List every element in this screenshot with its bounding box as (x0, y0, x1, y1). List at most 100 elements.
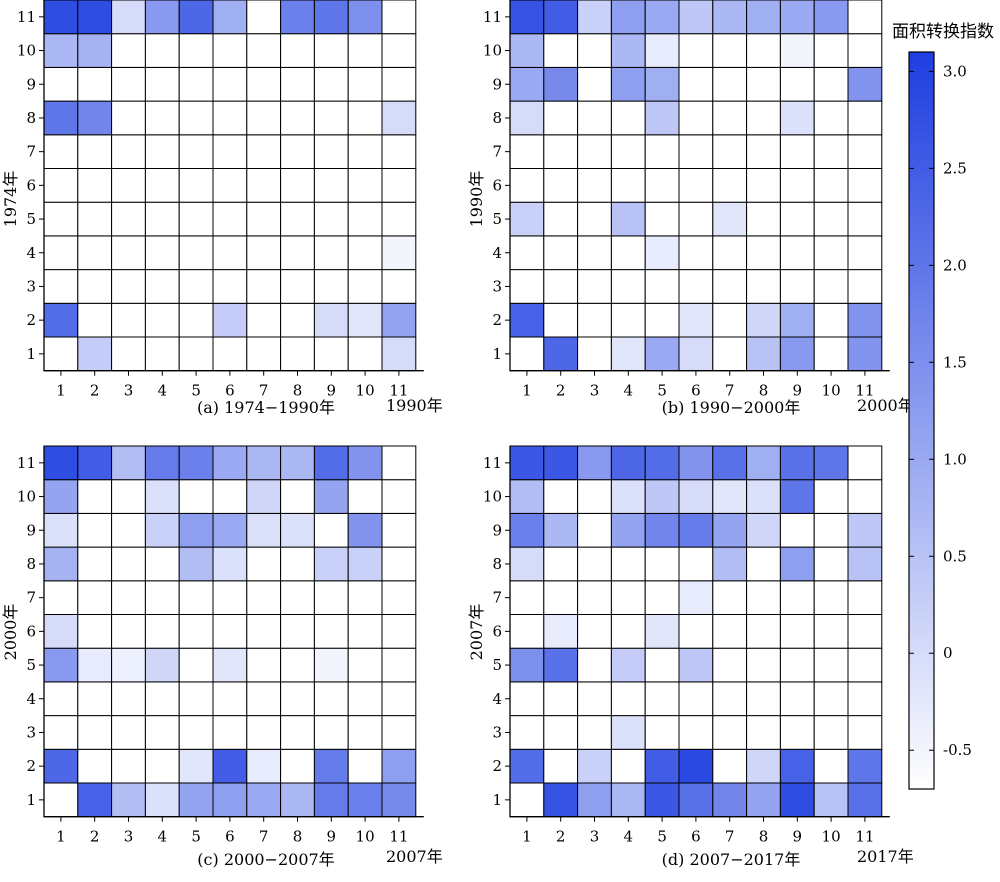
heatmap-cell (779, 134, 815, 170)
heatmap-cell (813, 546, 849, 582)
heatmap-cell (543, 546, 579, 582)
heatmap-cell (111, 134, 146, 170)
heatmap-cell (712, 580, 748, 615)
heatmap-cell (246, 681, 282, 717)
heatmap-cell (43, 201, 79, 237)
heatmap-cell (347, 33, 383, 68)
heatmap-cell (847, 715, 883, 750)
heatmap-cell (280, 100, 315, 136)
heatmap-cell (77, 302, 113, 338)
x-tick-label: 8 (759, 828, 769, 846)
heatmap-cell (610, 235, 646, 271)
heatmap-cell (678, 66, 714, 102)
heatmap-cell (111, 647, 146, 683)
heatmap-cell (347, 715, 383, 750)
y-tick-label: 8 (492, 109, 502, 127)
heatmap-cell (712, 647, 748, 683)
heatmap-cell (712, 479, 748, 514)
heatmap-cell (543, 235, 579, 271)
heatmap-cell (678, 445, 714, 481)
heatmap-cell (678, 479, 714, 514)
colorbar-tick-label: 0.5 (943, 547, 967, 565)
heatmap-cell (347, 168, 383, 203)
heatmap-cell (577, 479, 612, 514)
heatmap-cell (43, 479, 79, 514)
heatmap-cell (178, 715, 214, 750)
heatmap-cell (610, 100, 646, 136)
heatmap-cell (347, 479, 383, 514)
heatmap-cell (77, 134, 113, 170)
heatmap-cell (212, 546, 248, 582)
heatmap-cell (847, 614, 883, 649)
heatmap-cell (347, 100, 383, 136)
heatmap-cell (347, 235, 383, 271)
heatmap-cell (212, 445, 248, 481)
y-tick-label: 8 (492, 555, 502, 573)
x-tick-label: 11 (855, 382, 874, 400)
heatmap-cell (543, 748, 579, 784)
y-tick-label: 7 (492, 589, 502, 607)
heatmap-cell (678, 681, 714, 717)
heatmap-cell (178, 614, 214, 649)
x-tick-label: 9 (327, 382, 337, 400)
x-tick-label: 2 (90, 828, 100, 846)
heatmap-cell (779, 66, 815, 102)
heatmap-cell (111, 715, 146, 750)
heatmap-cell (144, 512, 180, 548)
heatmap-cell (847, 100, 883, 136)
heatmap-cell (144, 168, 180, 203)
colorbar-gradient (908, 51, 935, 790)
heatmap-cell (43, 134, 79, 170)
heatmap-cell (178, 782, 214, 818)
y-tick-label: 4 (492, 244, 502, 262)
heatmap-cell (644, 479, 680, 514)
heatmap-cell (43, 681, 79, 717)
heatmap-cell (43, 168, 79, 203)
heatmap-cell (178, 0, 214, 35)
x-tick-label: 6 (691, 828, 701, 846)
heatmap-cell (813, 235, 849, 271)
heatmap-cell (280, 782, 315, 818)
heatmap-cell (779, 302, 815, 338)
heatmap-cell (813, 614, 849, 649)
heatmap-cell (644, 546, 680, 582)
heatmap-cell (381, 66, 417, 102)
heatmap-cell (746, 100, 781, 136)
heatmap-cell (779, 479, 815, 514)
heatmap-cell (347, 748, 383, 784)
heatmap-cell (347, 201, 383, 237)
heatmap-cell (678, 0, 714, 35)
heatmap-cell (509, 201, 545, 237)
heatmap-cell (77, 33, 113, 68)
x-tick-label: 7 (259, 382, 269, 400)
heatmap-cell (111, 580, 146, 615)
heatmap-cell (43, 715, 79, 750)
heatmap-cell (610, 33, 646, 68)
heatmap-cell (43, 33, 79, 68)
heatmap-cell (178, 479, 214, 514)
heatmap-cell (610, 748, 646, 784)
heatmap-cell (746, 445, 781, 481)
heatmap-cell (212, 782, 248, 818)
x-tick-label: 10 (822, 382, 841, 400)
heatmap-cell (577, 546, 612, 582)
heatmap-cell (644, 445, 680, 481)
heatmap-cell (779, 512, 815, 548)
heatmap-cell (644, 134, 680, 170)
heatmap-cell (77, 100, 113, 136)
x-axis-label: 2007年 (386, 847, 443, 866)
heatmap-cell (178, 681, 214, 717)
heatmap-cell (144, 134, 180, 170)
heatmap-cell (509, 66, 545, 102)
heatmap-cell (509, 269, 545, 304)
y-tick-label: 5 (492, 656, 502, 674)
heatmap-cell (381, 614, 417, 649)
heatmap-cell (43, 580, 79, 615)
y-tick-label: 7 (26, 143, 36, 161)
heatmap-cell (313, 0, 349, 35)
heatmap-cell (509, 235, 545, 271)
heatmap-cell (347, 134, 383, 170)
heatmap-cell (543, 168, 579, 203)
y-axis-label: 2000年 (1, 604, 20, 661)
